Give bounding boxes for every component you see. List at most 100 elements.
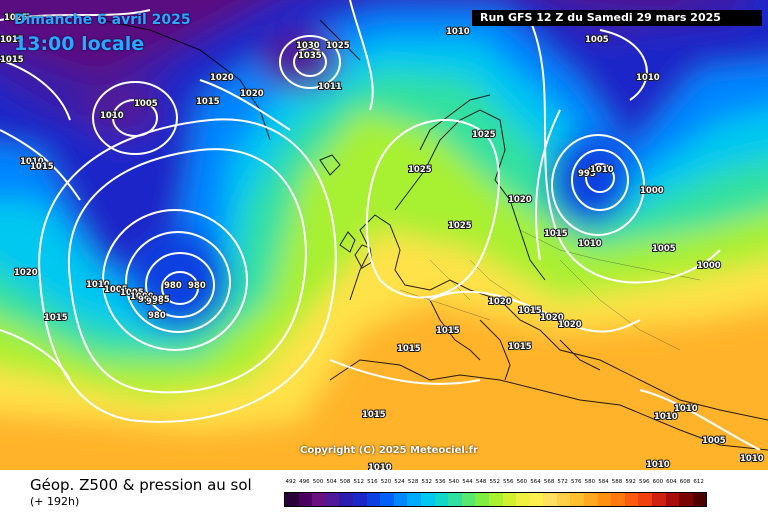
legend-swatch bbox=[570, 493, 585, 506]
isobar-label: 1015 bbox=[508, 342, 532, 352]
geopotential-shading bbox=[0, 0, 768, 470]
legend-label: 600 bbox=[652, 479, 664, 485]
legend-swatch bbox=[434, 493, 449, 506]
legend-label: 612 bbox=[693, 479, 704, 485]
isobar-label: 1015 bbox=[362, 410, 386, 420]
legend-label: 584 bbox=[598, 479, 609, 485]
legend-labels: 492 496 500 504 508 512 516 520 524 528 532 536 540 5… bbox=[284, 479, 707, 489]
isobar-label: 1000 bbox=[130, 292, 154, 302]
legend-label: 492 bbox=[285, 479, 297, 485]
geopotential-map-svg: 1025 1015 1015 1030 1025 1010 1005 1010 … bbox=[0, 0, 768, 470]
isobar-label: 1010 bbox=[368, 463, 392, 470]
legend-swatch bbox=[475, 493, 489, 506]
legend-label: 592 bbox=[625, 479, 636, 485]
forecast-map: 1025 1015 1015 1030 1025 1010 1005 1010 … bbox=[0, 0, 768, 470]
isobar-label: 990 bbox=[146, 297, 164, 307]
legend-label: 532 bbox=[421, 479, 432, 485]
isobar-label: 1025 bbox=[4, 13, 28, 23]
legend-label: 500 bbox=[312, 479, 324, 485]
legend-color-bar bbox=[284, 492, 708, 507]
legend-label: 496 bbox=[299, 479, 310, 485]
legend-label: 552 bbox=[489, 479, 500, 485]
isobar-label: 1010 bbox=[740, 454, 764, 464]
isobar-label: 1000 bbox=[640, 186, 664, 196]
legend-swatch bbox=[380, 493, 394, 506]
legend-label: 520 bbox=[380, 479, 392, 485]
legend-label: 508 bbox=[339, 479, 351, 485]
isobar-label: 995 bbox=[138, 295, 156, 305]
legend-swatch bbox=[597, 493, 612, 506]
isobar-label: 1015 bbox=[196, 97, 220, 107]
isobar-label: 1011 bbox=[318, 82, 342, 92]
legend-swatch bbox=[516, 493, 530, 506]
isobar-lines bbox=[0, 0, 761, 451]
isobar-label: 1005 bbox=[120, 288, 144, 298]
isobar-label: 1015 bbox=[0, 55, 24, 65]
isobar-label: 1025 bbox=[448, 221, 472, 231]
legend-swatch bbox=[624, 493, 639, 506]
isobar-label: 985 bbox=[152, 295, 170, 305]
isobar-label: 1020 bbox=[540, 313, 564, 323]
isobar-labels: 1025 1015 1015 1030 1025 1010 1005 1010 … bbox=[0, 12, 765, 470]
legend-label: 512 bbox=[353, 479, 365, 485]
legend-label: 556 bbox=[503, 479, 514, 485]
legend-swatch bbox=[502, 493, 517, 506]
isobar-label: 1015 bbox=[397, 344, 421, 354]
isobar-label: 980 bbox=[148, 311, 166, 321]
copyright-notice: Copyright (C) 2025 Meteociel.fr bbox=[300, 445, 478, 456]
legend-label: 528 bbox=[407, 479, 419, 485]
isobar-label: 1010 bbox=[646, 460, 670, 470]
forecast-date: Dimanche 6 avril 2025 bbox=[14, 12, 191, 28]
legend-swatch bbox=[448, 493, 462, 506]
legend-swatch bbox=[665, 493, 680, 506]
isobar-label: 1030 bbox=[296, 41, 320, 51]
legend-swatch bbox=[298, 493, 313, 506]
legend-label: 596 bbox=[638, 479, 650, 485]
isobar-label: 1005 bbox=[134, 99, 158, 109]
isobar-label: 1010 bbox=[654, 412, 678, 422]
isobar-label: 1010 bbox=[674, 404, 698, 414]
isobar-label: 1025 bbox=[326, 41, 350, 51]
forecast-offset: (+ 192h) bbox=[30, 495, 80, 508]
isobar-label: 1015 bbox=[0, 35, 24, 45]
isobar-label: 1010 bbox=[446, 27, 470, 37]
isobar-label: 1020 bbox=[488, 297, 512, 307]
legend-label: 576 bbox=[571, 479, 582, 485]
isobar-label: 1015 bbox=[436, 326, 460, 336]
isobar-label: 1010 bbox=[578, 239, 602, 249]
legend-swatch bbox=[407, 493, 421, 506]
map-footer: Géop. Z500 & pression au sol (+ 192h) 49… bbox=[0, 470, 768, 512]
isobar-label: 1020 bbox=[14, 268, 38, 278]
legend-swatch bbox=[312, 493, 326, 506]
forecast-time: 13:00 locale bbox=[14, 33, 145, 55]
isobar-label: 1015 bbox=[518, 306, 542, 316]
legend-label: 536 bbox=[435, 479, 446, 485]
legend-swatch bbox=[611, 493, 625, 506]
legend-swatch bbox=[692, 493, 707, 506]
isobar-label: 1020 bbox=[558, 320, 582, 330]
legend-label: 516 bbox=[367, 479, 378, 485]
country-borders bbox=[399, 229, 701, 351]
legend-swatch bbox=[543, 493, 557, 506]
isobar-label: 1025 bbox=[408, 165, 432, 175]
map-title: Géop. Z500 & pression au sol bbox=[30, 476, 252, 494]
legend-swatch bbox=[652, 493, 666, 506]
legend-label: 548 bbox=[475, 479, 487, 485]
legend-swatch bbox=[325, 493, 340, 506]
isobar-label: 1005 bbox=[702, 436, 726, 446]
legend-swatch bbox=[393, 493, 408, 506]
legend-swatch bbox=[638, 493, 653, 506]
legend-swatch bbox=[529, 493, 544, 506]
legend-label: 604 bbox=[666, 479, 677, 485]
isobar-label: 1010 bbox=[100, 111, 124, 121]
isobar-label: 995 bbox=[578, 169, 596, 179]
legend-label: 580 bbox=[584, 479, 596, 485]
isobar-label: 1005 bbox=[585, 35, 609, 45]
legend-label: 540 bbox=[448, 479, 460, 485]
isobar-label: 1005 bbox=[104, 285, 128, 295]
legend-swatch bbox=[285, 493, 299, 506]
legend-swatch bbox=[488, 493, 503, 506]
legend-swatch bbox=[352, 493, 367, 506]
isobar-label: 1015 bbox=[44, 313, 68, 323]
